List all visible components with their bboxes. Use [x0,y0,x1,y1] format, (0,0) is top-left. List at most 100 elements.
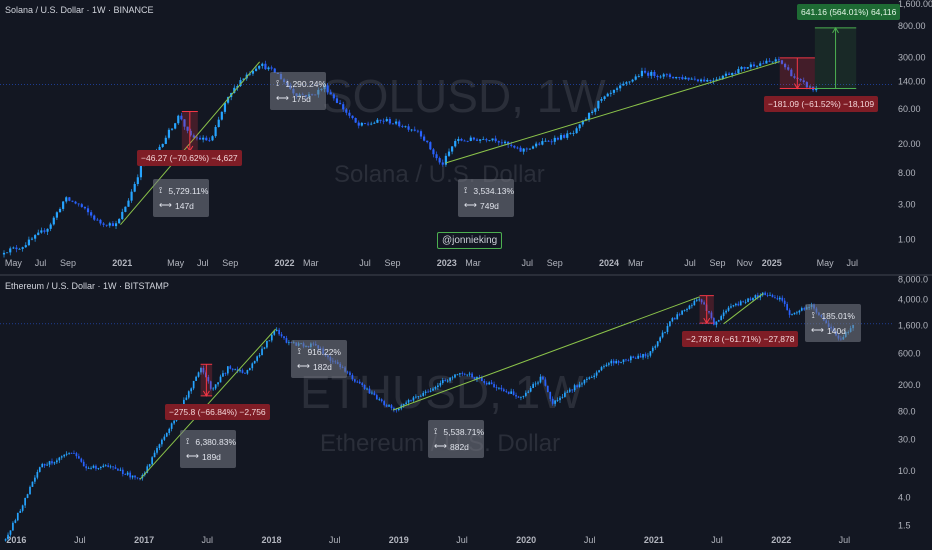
candle-body [15,247,18,250]
candle-body [211,136,214,141]
candle-body [578,384,581,388]
candle-body [488,382,491,385]
candle-body [14,520,17,523]
candle-body [397,408,400,411]
range-icon: ⟟ [464,185,468,195]
solana-drawdown-label-2: −181.09 (−61.52%) −18,109 [764,96,879,112]
candle-body [647,355,649,357]
ethereum-chart-canvas[interactable]: ETHUSD, 1W Ethereum / U.S. Dollar 8,000.… [0,276,932,550]
candle-body [735,303,737,306]
candle-body [603,366,605,368]
candle-body [205,372,207,378]
candle-body [640,70,644,77]
candle-body [242,78,245,81]
candle-body [706,79,709,82]
panel-divider[interactable] [0,274,932,276]
candle-body [790,69,793,77]
ethereum-drawdown-label-2: −2,787.8 (−61.71%) −27,878 [682,331,799,347]
candle-body [398,121,401,127]
candle-body [427,391,429,393]
gain-arrow-head [832,26,839,34]
candle-body [454,374,456,378]
time-axis-label: Jul [839,535,851,545]
candle-body [627,360,630,361]
candle-body [752,64,756,67]
candle-body [780,60,784,64]
candle-body [752,297,754,301]
candle-body [55,212,58,218]
time-axis-label: 2025 [762,258,782,268]
range-icon: ⟟ [276,78,280,88]
candle-body [463,140,466,142]
candle-body [86,208,90,213]
candle-body [576,385,578,388]
candle-body [805,82,808,88]
candle-body [693,300,696,306]
candle-body [634,76,637,80]
candle-body [717,320,720,322]
candle-body [416,130,419,132]
candle-body [37,232,40,236]
candle-body [346,371,349,373]
candle-body [388,119,391,124]
candle-body [114,223,118,227]
candle-body [695,299,698,301]
time-axis-label: Jul [359,258,371,268]
time-axis-label: Jul [846,258,858,268]
price-axis-label: 800.00 [898,21,926,31]
candle-body [696,79,700,82]
candle-body [650,71,653,76]
candle-body [528,148,532,150]
candle-body [58,208,62,213]
candle-body [426,140,429,143]
candle-body [513,145,516,148]
ethereum-chart-panel[interactable]: ETHUSD, 1W Ethereum / U.S. Dollar 8,000.… [0,276,932,550]
candle-body [102,223,105,225]
candle-body [118,219,121,224]
candle-body [19,510,22,513]
time-axis-label: Sep [60,258,76,268]
price-axis-label: 8,000.0 [898,276,928,284]
candle-body [402,403,405,406]
candle-body [41,463,44,468]
candle-body [710,312,713,319]
candle-body [198,137,202,140]
candle-body [485,139,488,141]
candle-body [192,380,195,389]
candle-body [566,133,569,138]
candle-body [438,158,441,163]
candle-body [424,391,427,393]
candle-body [554,400,556,404]
candle-body [703,79,706,82]
candle-body [417,396,420,397]
candle-body [153,452,156,458]
candle-body [404,126,407,128]
candle-body [158,444,161,449]
candle-body [488,140,491,142]
solana-chart-panel[interactable]: SOLUSD, 1W Solana / U.S. Dollar 1,600.00… [0,0,932,274]
candle-body [83,206,86,209]
candle-body [615,361,618,364]
range-icon: ⟟ [159,185,163,195]
candle-body [485,382,488,385]
price-axis-label: 1,600.0 [898,321,928,331]
candle-body [727,307,730,311]
candle-body [612,89,616,93]
candle-body [244,372,246,374]
candle-body [637,355,640,359]
candle-body [163,436,166,440]
candle-body [209,381,212,389]
time-axis-label: Jul [521,258,533,268]
candle-body [129,472,131,478]
price-axis-label: 80.0 [898,407,916,417]
time-axis-label: Jul [711,535,723,545]
time-axis-label: Sep [710,258,726,268]
candle-body [573,385,576,391]
candle-body [495,387,498,389]
candle-body [637,76,640,77]
candle-body [99,467,102,468]
candle-body [435,154,438,159]
candle-body [264,63,267,70]
range-icon: ⟟ [434,426,438,436]
time-axis-label: May [817,258,835,268]
